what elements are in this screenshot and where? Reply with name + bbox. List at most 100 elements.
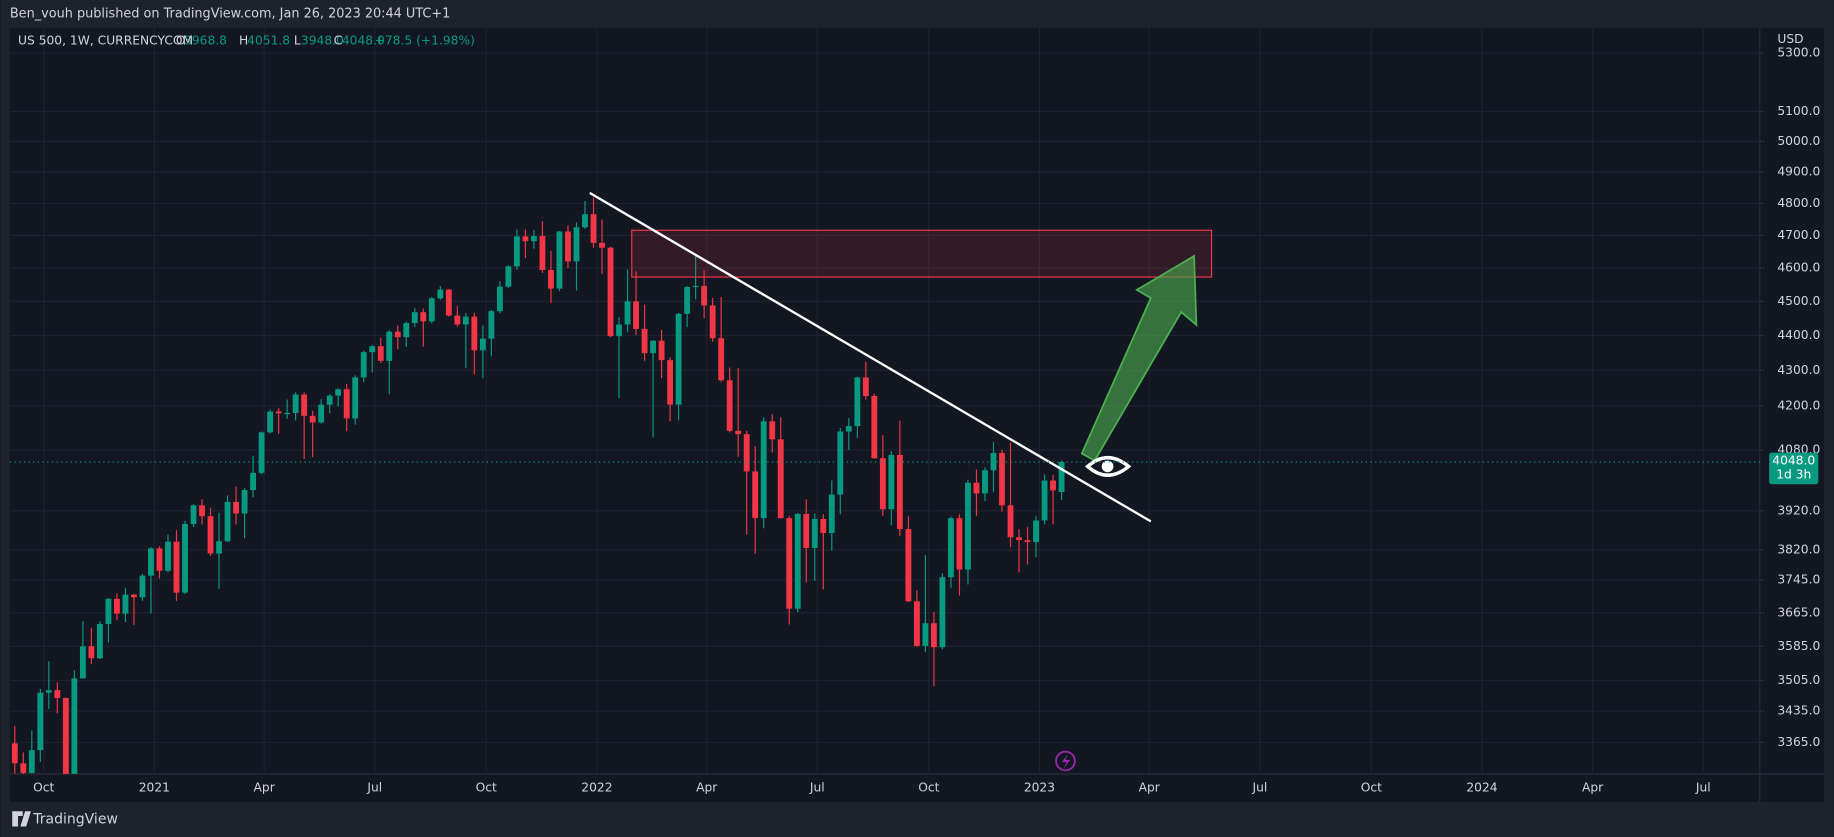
candle-body	[454, 315, 461, 325]
y-tick-label: 3435.0	[1777, 704, 1820, 718]
candle-body	[684, 286, 691, 314]
candle-body	[590, 214, 597, 243]
candle-body	[794, 513, 801, 609]
candle-body	[284, 412, 291, 415]
candle-body	[394, 331, 401, 338]
x-tick-label: 2022	[581, 780, 612, 794]
eye-icon	[1085, 455, 1132, 477]
y-tick-label: 5000.0	[1777, 134, 1820, 148]
candle-body	[122, 594, 129, 614]
candle-body	[658, 340, 665, 361]
legend-key: C	[334, 33, 343, 47]
candle-body	[675, 313, 682, 405]
candle-body	[531, 236, 537, 242]
drawings	[589, 191, 1213, 772]
y-tick-label: 4800.0	[1777, 196, 1820, 210]
candle-body	[1058, 461, 1065, 492]
y-tick-label: 5100.0	[1777, 104, 1820, 118]
candle-body	[505, 266, 512, 287]
candle-body	[45, 690, 52, 693]
x-tick-label: 2021	[139, 780, 170, 794]
candle-body	[326, 395, 333, 405]
candle-body	[803, 513, 810, 548]
legend-value: 4051.8	[247, 33, 290, 47]
y-tick-label: 4500.0	[1777, 294, 1820, 308]
candle-body	[233, 501, 239, 514]
candle-body	[54, 690, 61, 698]
candle-body	[471, 316, 478, 351]
candle-body	[411, 312, 418, 324]
legend-change: +78.5 (+1.98%)	[375, 33, 475, 47]
x-tick-label: Apr	[1139, 780, 1161, 794]
candle-body	[199, 505, 205, 517]
candle-body	[11, 743, 18, 764]
candle-body	[607, 247, 614, 337]
candle-body	[343, 389, 350, 419]
candle-body	[79, 646, 86, 679]
candle-body	[930, 623, 937, 648]
y-tick-label: 3920.0	[1777, 503, 1820, 517]
eye-pupil	[1101, 460, 1114, 473]
candle-body	[360, 352, 367, 378]
x-tick-label: Apr	[254, 780, 276, 794]
candle-body	[335, 389, 342, 396]
y-tick-label: 3505.0	[1777, 673, 1820, 687]
plot-background	[9, 28, 1825, 802]
candle-body	[1007, 505, 1014, 538]
candle-body	[105, 598, 112, 625]
candle-body	[760, 421, 767, 519]
candle-body	[913, 601, 920, 646]
candle-body	[999, 453, 1005, 506]
y-tick-label: 4900.0	[1777, 165, 1820, 179]
candle-body	[131, 594, 137, 598]
candle-body	[650, 340, 656, 354]
candle-body	[769, 421, 776, 440]
header: Ben_vouh published on TradingView.com, J…	[10, 7, 450, 22]
y-tick-label: 3745.0	[1777, 573, 1820, 587]
candle-body	[301, 394, 308, 416]
candle-body	[956, 518, 963, 570]
candle-body	[386, 331, 393, 361]
candle-body	[71, 678, 78, 774]
candle-body	[922, 623, 929, 646]
candle-body	[896, 454, 903, 530]
x-tick-label: Oct	[33, 780, 54, 794]
candle-body	[948, 518, 954, 578]
resistance-zone	[631, 229, 1213, 278]
candles	[11, 197, 1065, 774]
legend-value: 4048.0	[342, 33, 385, 47]
candle-body	[37, 692, 44, 751]
candle-body	[879, 458, 886, 510]
legend-symbol: US 500, 1W, CURRENCYCOM	[18, 33, 193, 47]
candle-body	[182, 523, 188, 593]
candle-body	[573, 227, 580, 262]
candle-body	[701, 285, 708, 306]
x-tick-label: Oct	[476, 780, 497, 794]
candle-body	[445, 289, 452, 316]
candle-body	[352, 377, 359, 419]
event-icon	[1055, 750, 1076, 772]
candle-body	[1050, 480, 1056, 491]
overlay: 3365.0 3435.0 3505.0 3585.0 3665.0 3745.0 3820…	[9, 33, 1820, 794]
candle-body	[165, 541, 171, 571]
candle-body	[820, 518, 827, 533]
candle-body	[216, 541, 222, 554]
x-tick-label: Jul	[1695, 780, 1711, 794]
candle-body	[275, 411, 282, 414]
candle-body	[905, 529, 912, 602]
trend-line	[589, 191, 1152, 523]
candle-body	[548, 269, 554, 289]
y-tick-label: 5300.0	[1777, 46, 1820, 60]
candle-body	[292, 394, 299, 413]
x-tick-label: Oct	[1361, 780, 1382, 794]
candle-body	[811, 518, 818, 548]
candle-body	[207, 516, 214, 554]
candle-body	[939, 577, 946, 648]
x-tick-label: Apr	[1582, 780, 1604, 794]
countdown: 1d 3h	[1776, 467, 1811, 481]
x-tick-label: Apr	[696, 780, 718, 794]
candle-body	[173, 541, 180, 593]
candle-body	[616, 324, 622, 337]
candle-body	[718, 338, 725, 381]
